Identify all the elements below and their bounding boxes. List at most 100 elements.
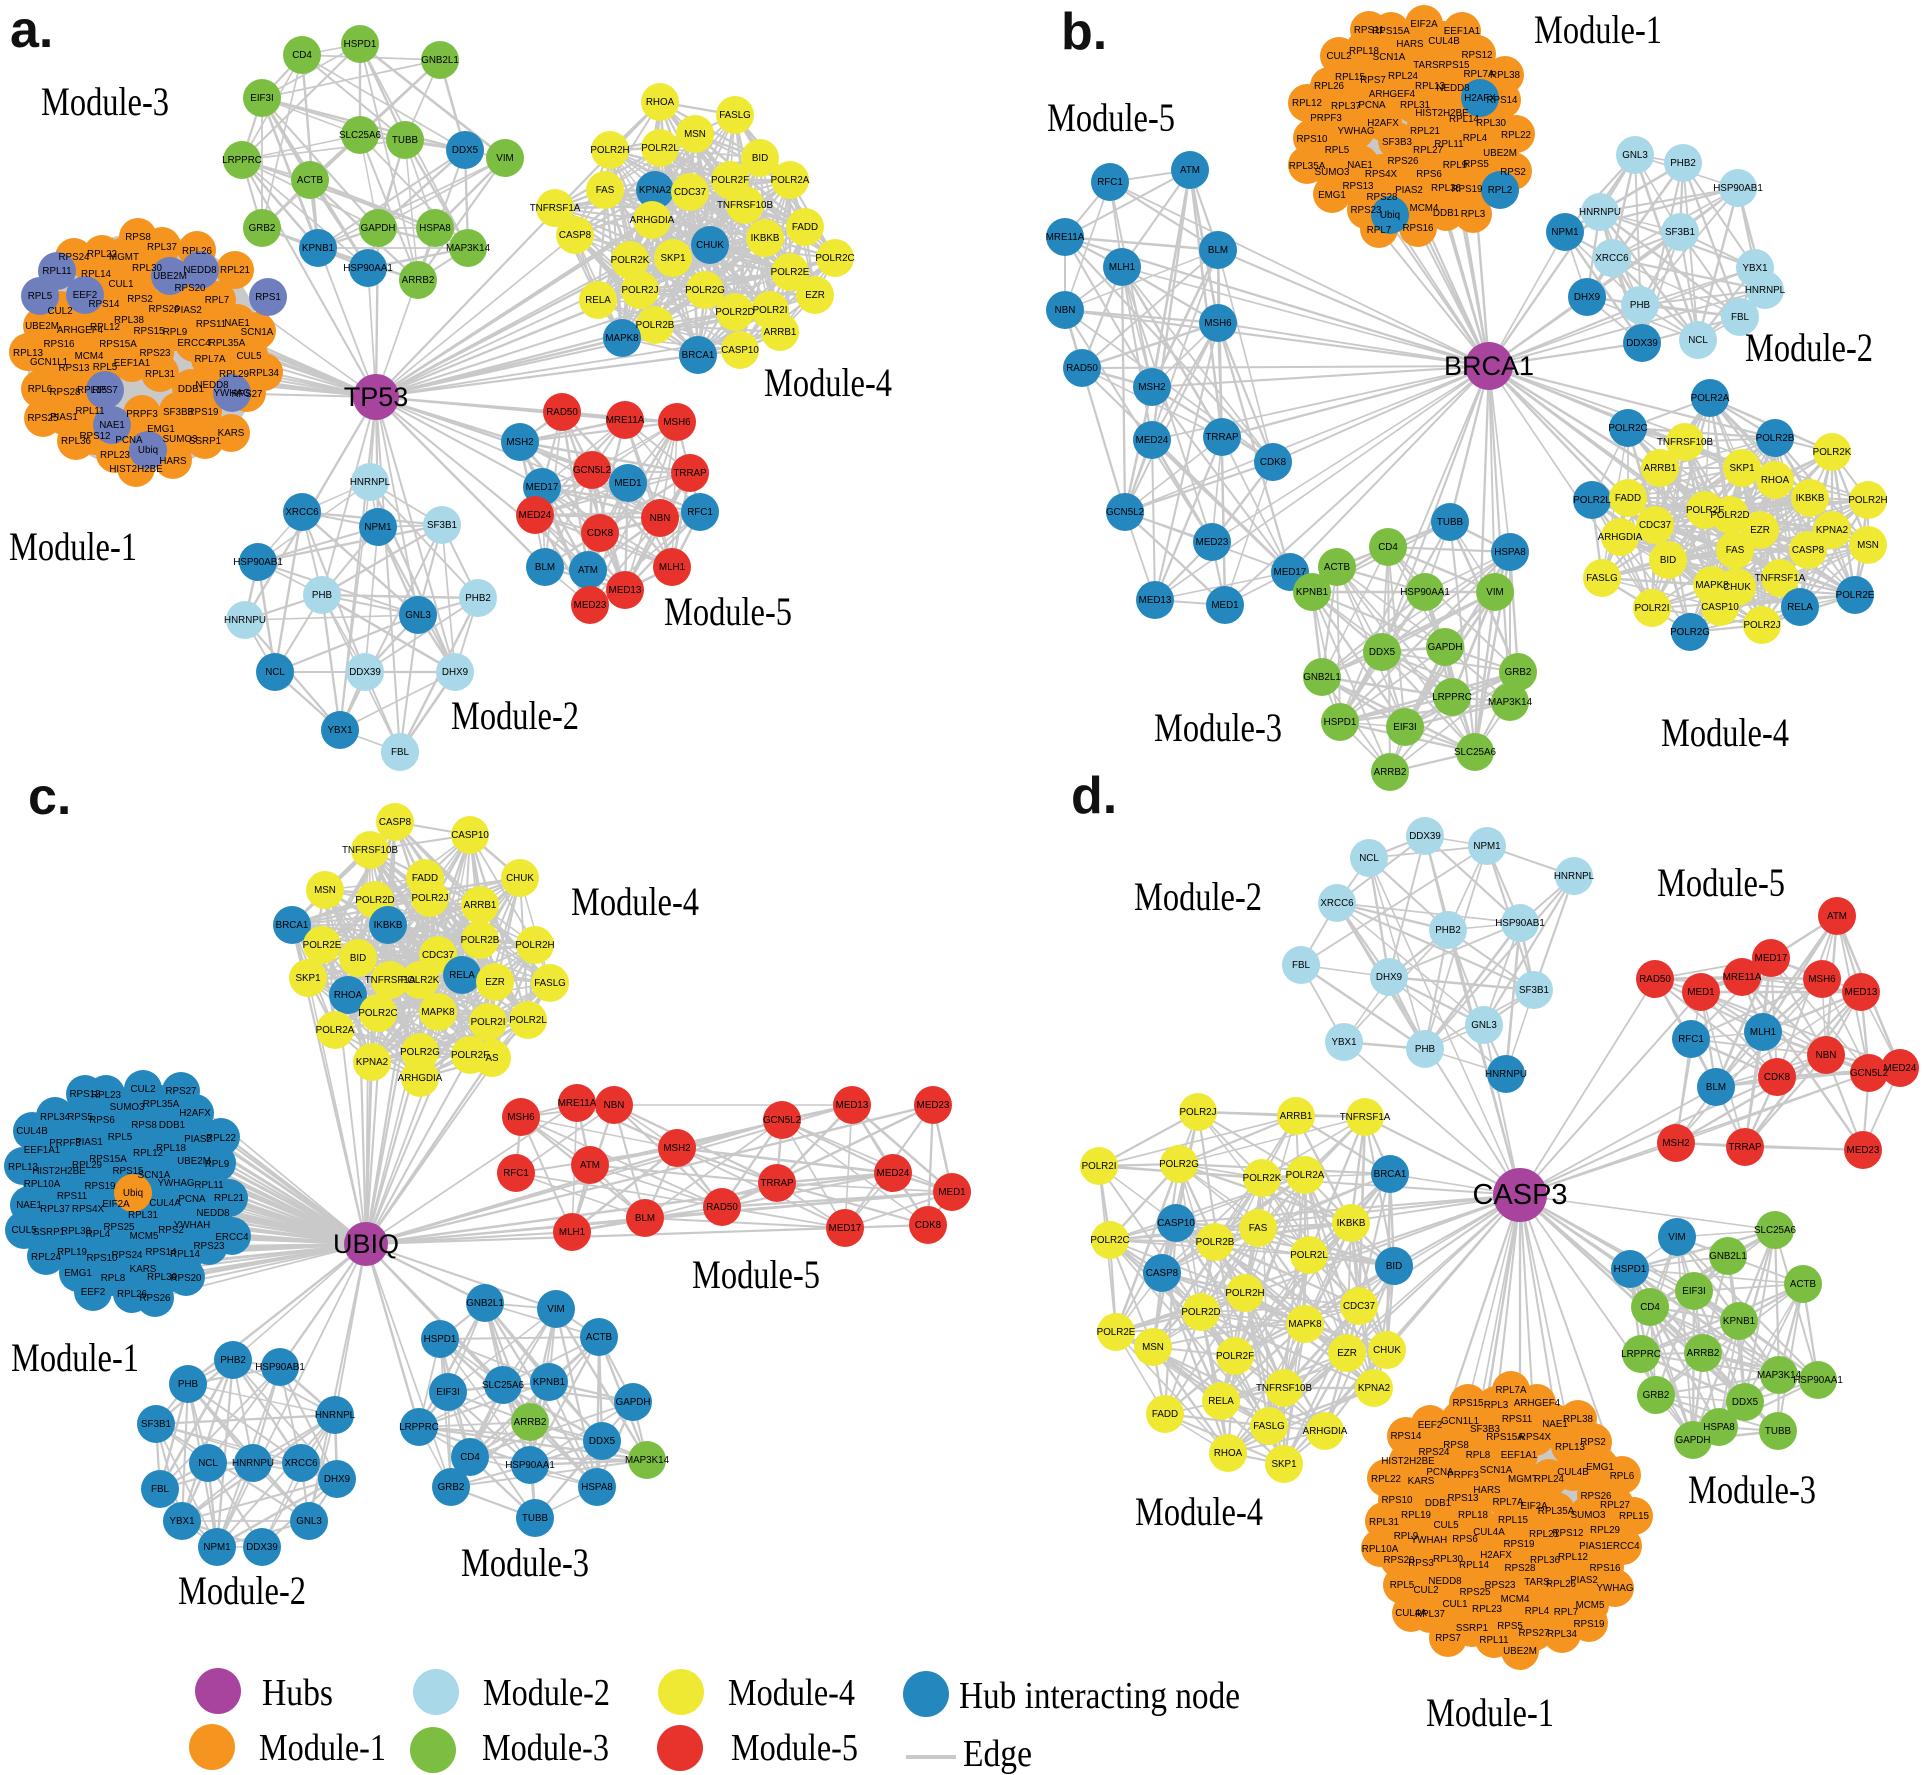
svg-text:PIAS2: PIAS2 xyxy=(1395,185,1423,196)
svg-text:RPS15: RPS15 xyxy=(133,326,165,337)
svg-text:CUL2: CUL2 xyxy=(1413,1585,1438,1596)
svg-text:RPS1: RPS1 xyxy=(255,292,281,303)
svg-text:DHX9: DHX9 xyxy=(1376,972,1402,983)
svg-text:ATM: ATM xyxy=(580,1160,600,1171)
svg-text:MLH1: MLH1 xyxy=(1109,262,1135,273)
svg-text:DDB1: DDB1 xyxy=(159,1120,185,1131)
svg-text:IKBKB: IKBKB xyxy=(374,920,403,931)
svg-text:RPS6: RPS6 xyxy=(89,1115,115,1126)
svg-text:TUBB: TUBB xyxy=(392,135,419,146)
svg-text:RPL23: RPL23 xyxy=(100,450,131,461)
svg-text:KARS: KARS xyxy=(218,428,245,439)
svg-text:MED17: MED17 xyxy=(1274,567,1307,578)
svg-text:DHX9: DHX9 xyxy=(1574,292,1600,303)
svg-text:MED23: MED23 xyxy=(1196,537,1229,548)
svg-text:RELA: RELA xyxy=(1208,1396,1234,1407)
svg-text:NCL: NCL xyxy=(1359,853,1379,864)
svg-text:RPS11: RPS11 xyxy=(1502,1414,1532,1425)
svg-text:HARS: HARS xyxy=(159,456,187,467)
svg-text:TUBB: TUBB xyxy=(1765,1426,1792,1437)
svg-text:HSP90AA1: HSP90AA1 xyxy=(505,1460,555,1471)
svg-text:POLR2A: POLR2A xyxy=(771,175,810,186)
svg-text:RPS23: RPS23 xyxy=(1484,1580,1516,1591)
svg-text:Module-5: Module-5 xyxy=(692,1252,820,1297)
svg-text:RPL11: RPL11 xyxy=(75,406,104,417)
svg-text:SKP1: SKP1 xyxy=(1271,1459,1296,1470)
svg-text:TRRAP: TRRAP xyxy=(1728,1142,1762,1153)
svg-text:NCL: NCL xyxy=(198,1458,218,1469)
svg-text:CUL4A: CUL4A xyxy=(1473,1527,1505,1538)
svg-text:MLH1: MLH1 xyxy=(1750,1027,1776,1038)
svg-text:HSPA8: HSPA8 xyxy=(419,223,451,234)
svg-text:SUMO3: SUMO3 xyxy=(1571,1510,1606,1521)
svg-text:CUL4B: CUL4B xyxy=(1428,36,1460,47)
svg-text:RPL21: RPL21 xyxy=(220,265,250,276)
svg-text:BID: BID xyxy=(350,953,366,964)
svg-text:DDX39: DDX39 xyxy=(1626,338,1658,349)
svg-text:CUL5: CUL5 xyxy=(1433,1520,1459,1531)
svg-text:POLR2H: POLR2H xyxy=(1848,495,1887,506)
svg-text:RPS15: RPS15 xyxy=(1438,60,1470,71)
svg-text:HSPD1: HSPD1 xyxy=(1324,717,1357,728)
svg-text:EMG1: EMG1 xyxy=(64,1268,92,1279)
svg-text:CHUK: CHUK xyxy=(1723,582,1751,593)
svg-text:FASLG: FASLG xyxy=(719,110,751,121)
svg-text:ACTB: ACTB xyxy=(586,1332,613,1343)
svg-text:PIAS2: PIAS2 xyxy=(184,1134,212,1145)
svg-text:RPL35A: RPL35A xyxy=(1289,161,1326,172)
svg-text:POLR2E: POLR2E xyxy=(303,940,342,951)
svg-text:TRRAP: TRRAP xyxy=(1205,432,1239,443)
svg-text:MED1: MED1 xyxy=(1687,987,1714,998)
svg-text:RPL21: RPL21 xyxy=(214,1193,244,1204)
svg-text:HSPD1: HSPD1 xyxy=(1614,1264,1647,1275)
svg-text:RPL31: RPL31 xyxy=(145,369,175,380)
svg-text:RPL5: RPL5 xyxy=(108,1132,133,1143)
svg-text:MED24: MED24 xyxy=(1136,435,1169,446)
svg-text:MCM5: MCM5 xyxy=(130,1231,159,1242)
svg-text:RPL21: RPL21 xyxy=(1410,126,1440,137)
svg-text:HIST2H2BE: HIST2H2BE xyxy=(1381,1456,1435,1467)
svg-text:KPNB1: KPNB1 xyxy=(1723,1316,1755,1327)
svg-text:BRCA1: BRCA1 xyxy=(1444,351,1534,381)
svg-text:NEDD8: NEDD8 xyxy=(195,380,229,391)
svg-text:PHB2: PHB2 xyxy=(465,593,491,604)
svg-text:MAPK8: MAPK8 xyxy=(1695,580,1729,591)
svg-text:KPNA2: KPNA2 xyxy=(356,1057,388,1068)
svg-text:DDB1: DDB1 xyxy=(1433,208,1459,219)
svg-text:MAPK8: MAPK8 xyxy=(605,333,639,344)
svg-text:MED24: MED24 xyxy=(877,1168,910,1179)
svg-text:DHX9: DHX9 xyxy=(324,1474,350,1485)
svg-text:RPS28: RPS28 xyxy=(1504,1563,1536,1574)
svg-text:PRPF3: PRPF3 xyxy=(1447,1470,1479,1481)
svg-text:BLM: BLM xyxy=(535,562,555,573)
svg-text:RPL10A: RPL10A xyxy=(1362,1544,1399,1555)
svg-text:HSPD1: HSPD1 xyxy=(424,1334,457,1345)
svg-text:Module-1: Module-1 xyxy=(1534,7,1662,52)
svg-text:UBE2M: UBE2M xyxy=(25,321,59,332)
svg-text:CDC37: CDC37 xyxy=(422,950,454,961)
svg-text:RPL14: RPL14 xyxy=(81,269,112,280)
svg-text:Module-2: Module-2 xyxy=(1134,874,1262,919)
svg-text:RPL29: RPL29 xyxy=(1590,1525,1620,1536)
svg-text:NEDD8: NEDD8 xyxy=(196,1208,230,1219)
svg-text:RPS26: RPS26 xyxy=(1580,1491,1612,1502)
svg-text:RPL7: RPL7 xyxy=(1554,1607,1579,1618)
svg-text:RPL30: RPL30 xyxy=(132,263,163,274)
svg-text:CUL5: CUL5 xyxy=(236,351,262,362)
svg-text:RPS14: RPS14 xyxy=(1486,95,1518,106)
svg-text:RPL36: RPL36 xyxy=(1530,1555,1561,1566)
svg-text:ACTB: ACTB xyxy=(297,175,324,186)
svg-text:ERCC4: ERCC4 xyxy=(177,338,211,349)
svg-text:GNB2L1: GNB2L1 xyxy=(466,1298,504,1309)
svg-text:GNB2L1: GNB2L1 xyxy=(1303,672,1341,683)
svg-text:MLH1: MLH1 xyxy=(659,562,685,573)
svg-text:CHUK: CHUK xyxy=(696,240,724,251)
svg-text:MSH2: MSH2 xyxy=(663,1143,690,1154)
svg-text:CDC37: CDC37 xyxy=(674,187,706,198)
svg-text:PHB: PHB xyxy=(178,1379,199,1390)
svg-text:RPS14: RPS14 xyxy=(145,1247,177,1258)
svg-text:RFC1: RFC1 xyxy=(687,507,713,518)
svg-text:CHUK: CHUK xyxy=(506,873,534,884)
svg-text:RPL36: RPL36 xyxy=(61,436,92,447)
svg-text:RPS26: RPS26 xyxy=(139,1293,171,1304)
